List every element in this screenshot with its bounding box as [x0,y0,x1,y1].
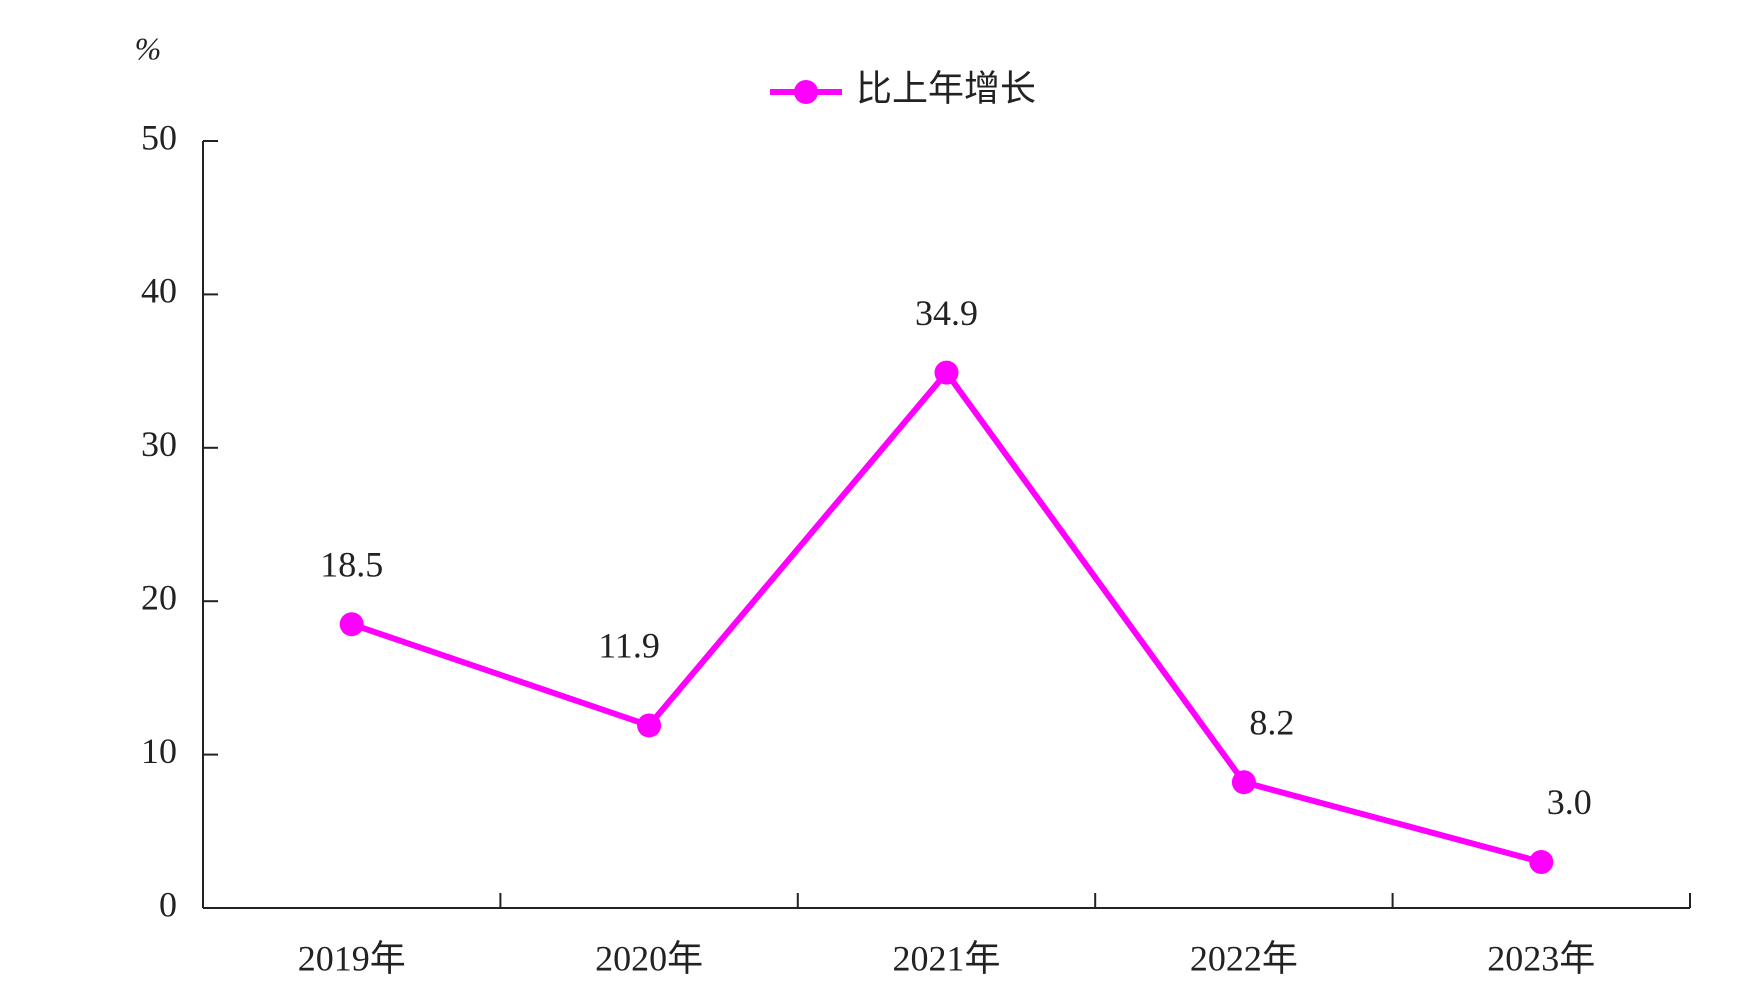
y-unit: % [135,30,162,66]
marker [339,612,364,637]
data-label: 18.5 [320,544,383,584]
marker [1529,849,1554,874]
marker [637,713,662,738]
data-label: 3.0 [1547,782,1592,822]
series-line [350,369,1543,865]
data-label: 34.9 [915,293,978,333]
marker [1231,770,1256,795]
x-tick-label: 2021年 [892,938,1000,978]
legend-label: 比上年增长 [856,68,1036,108]
y-tick-label: 30 [141,424,177,464]
y-tick-label: 50 [141,117,177,157]
legend-marker [794,80,818,104]
x-tick-label: 2023年 [1487,938,1595,978]
data-label: 11.9 [598,626,660,666]
x-tick-label: 2020年 [595,938,703,978]
y-tick-label: 20 [141,577,177,617]
y-tick-label: 40 [141,271,177,311]
data-label: 8.2 [1249,702,1294,742]
x-tick-label: 2019年 [298,938,406,978]
y-tick-label: 10 [141,731,177,771]
marker [934,360,959,385]
x-tick-label: 2022年 [1190,938,1298,978]
y-tick-label: 0 [159,884,177,924]
